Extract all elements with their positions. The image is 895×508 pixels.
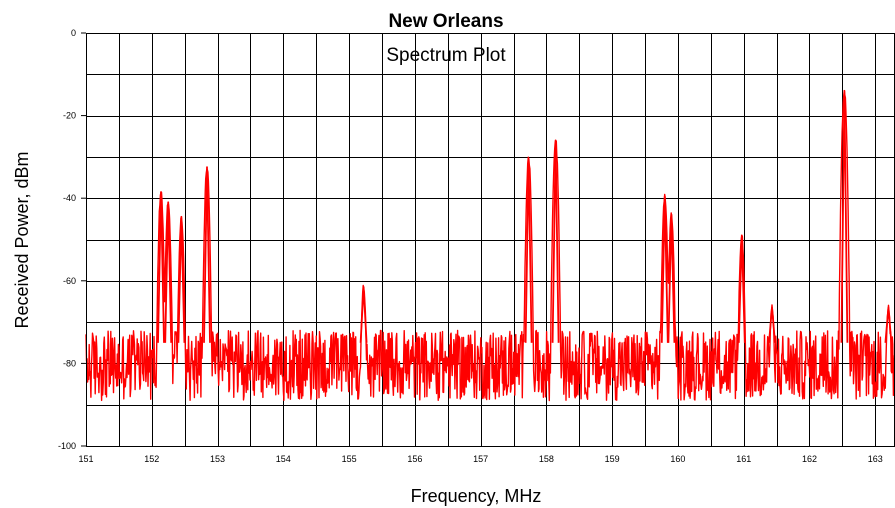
x-tick-label: 163 [868, 454, 883, 464]
y-tick-label: -80 [63, 358, 76, 368]
x-tick-label: 155 [342, 454, 357, 464]
x-tick-label: 151 [78, 454, 93, 464]
x-tick-label: 159 [605, 454, 620, 464]
x-tick-label: 156 [407, 454, 422, 464]
peak-mark [768, 306, 776, 343]
x-tick-label: 161 [736, 454, 751, 464]
peak-mark [551, 139, 560, 343]
y-tick-label: -100 [58, 441, 76, 451]
x-tick-label: 162 [802, 454, 817, 464]
x-tick-label: 153 [210, 454, 225, 464]
series-line [85, 90, 895, 402]
y-axis-ticks: 0 -20 -40 -60 -80 -100 [58, 28, 86, 451]
y-tick-label: 0 [71, 28, 76, 38]
x-axis-ticks: 151 152 153 154 155 156 157 158 159 160 161 162 163 [78, 454, 882, 464]
x-tick-label: 152 [144, 454, 159, 464]
y-tick-label: -20 [63, 111, 76, 121]
x-tick-label: 158 [539, 454, 554, 464]
peak-mark [660, 195, 669, 343]
y-tick-label: -60 [63, 276, 76, 286]
x-axis-label: Frequency, MHz [411, 486, 542, 506]
peak-mark [667, 213, 676, 343]
chart-title: New Orleans [388, 11, 503, 32]
x-tick-label: 154 [276, 454, 291, 464]
peak-mark [177, 215, 186, 343]
y-axis-label: Received Power, dBm [12, 151, 32, 328]
peak-mark [359, 286, 368, 343]
chart-subtitle: Spectrum Plot [386, 45, 506, 66]
x-tick-label: 157 [473, 454, 488, 464]
x-tick-label: 160 [670, 454, 685, 464]
peak-mark [524, 158, 533, 343]
peak-mark [737, 234, 746, 343]
peak-mark [157, 191, 165, 343]
peak-mark [164, 201, 173, 343]
peak-mark [840, 89, 849, 343]
peak-mark [884, 306, 893, 343]
peak-mark [203, 166, 211, 343]
spectrum-trace [85, 89, 895, 402]
y-tick-label: -40 [63, 193, 76, 203]
